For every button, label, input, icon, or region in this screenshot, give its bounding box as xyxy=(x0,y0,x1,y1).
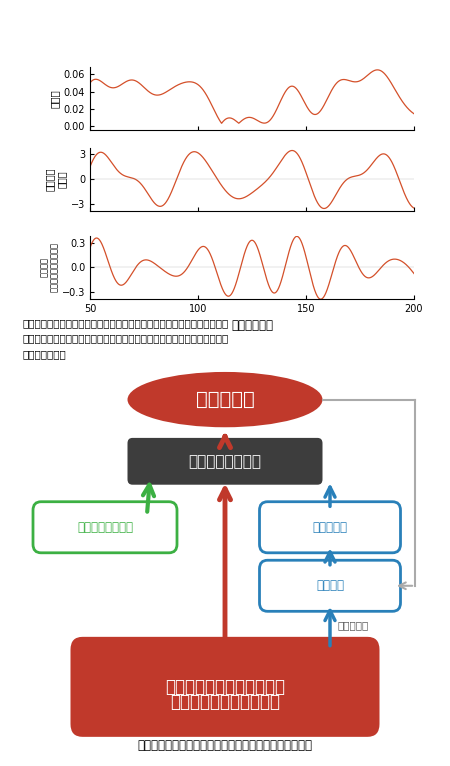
Text: 地球システム変動の一部としての地磁気変動（モデル）: 地球システム変動の一部としての地磁気変動（モデル） xyxy=(138,739,312,752)
Y-axis label: 強度変化
（平均に対する割合）: 強度変化 （平均に対する割合） xyxy=(40,242,59,293)
Y-axis label: 離心率: 離心率 xyxy=(50,90,59,108)
Ellipse shape xyxy=(127,372,323,427)
Text: （ミランコビッチ周期）: （ミランコビッチ周期） xyxy=(170,692,280,711)
Text: 地磁気伏角（図中）と強度（図下）の変動に含まれる１０万年周期の成分
（バンドパスフィルターで抜出）．地球軌道離心率の変化（図上）と同様
の周期を持つ．: 地磁気伏角（図中）と強度（図下）の変動に含まれる１０万年周期の成分 （バンドパス… xyxy=(22,318,229,359)
Text: スーパープルーム: スーパープルーム xyxy=(77,521,133,534)
X-axis label: 年代（万年）: 年代（万年） xyxy=(231,319,273,332)
FancyBboxPatch shape xyxy=(33,502,177,553)
FancyBboxPatch shape xyxy=(260,502,400,553)
Text: 地磁気変動: 地磁気変動 xyxy=(196,390,254,409)
Y-axis label: 伏角変化
（度）: 伏角変化 （度） xyxy=(44,168,67,191)
FancyBboxPatch shape xyxy=(71,637,379,737)
FancyBboxPatch shape xyxy=(127,438,323,485)
FancyBboxPatch shape xyxy=(260,560,400,611)
Text: 氷床量変動: 氷床量変動 xyxy=(312,521,347,534)
Text: 気候変動: 気候変動 xyxy=(316,579,344,592)
Text: 核・マントル結合: 核・マントル結合 xyxy=(189,453,261,469)
Text: 日射量変化: 日射量変化 xyxy=(337,620,368,630)
Text: 地球軌道パラメータの変動: 地球軌道パラメータの変動 xyxy=(165,678,285,696)
